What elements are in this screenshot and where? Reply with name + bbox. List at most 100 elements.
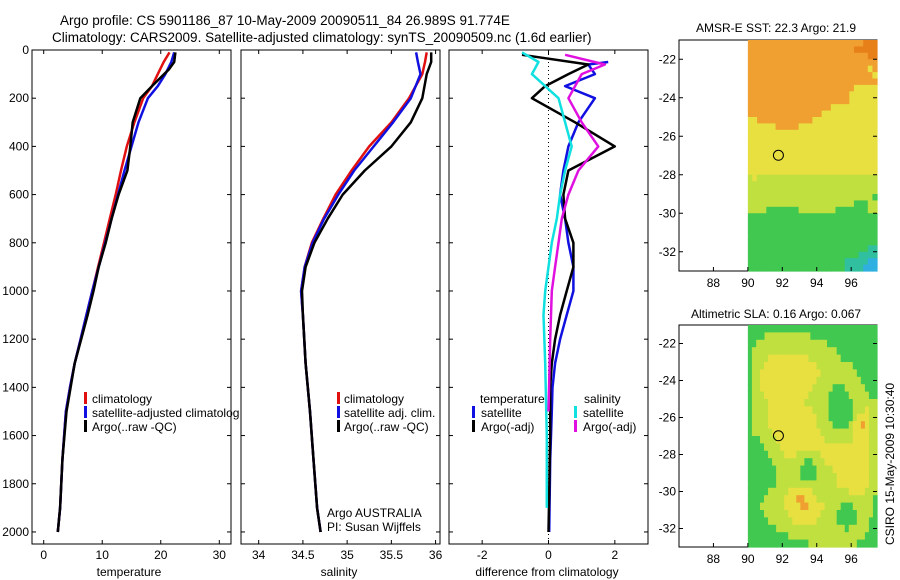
heatmap-cell — [849, 226, 855, 234]
heatmap-cell — [792, 487, 797, 496]
heatmap-cell — [868, 510, 874, 518]
heatmap-cell — [807, 52, 814, 60]
heatmap-cell — [770, 245, 777, 253]
heatmap-cell — [824, 524, 830, 533]
heatmap-cell — [835, 187, 841, 195]
heatmap-cell — [830, 258, 837, 266]
heatmap-cell — [800, 473, 805, 481]
heatmap-cell — [812, 161, 818, 169]
heatmap-cell — [766, 258, 772, 266]
heatmap-cell — [867, 91, 873, 99]
heatmap-cell — [766, 251, 772, 259]
heatmap-cell — [810, 339, 816, 348]
heatmap-cell — [872, 238, 878, 246]
heatmap-cell — [784, 450, 789, 459]
heatmap-cell — [806, 339, 811, 348]
heatmap-cell — [776, 376, 781, 385]
heatmap-cell — [803, 97, 809, 105]
heatmap-cell — [840, 384, 846, 393]
heatmap-cell — [776, 502, 781, 511]
heatmap-cell — [761, 91, 767, 99]
heatmap-cell — [856, 495, 862, 504]
heatmap-cell — [804, 487, 809, 496]
heatmap-cell — [817, 194, 823, 202]
heatmap-cell — [840, 443, 846, 452]
heatmap-cell — [766, 149, 772, 157]
heatmap-cell — [768, 487, 773, 496]
heatmap-cell — [789, 232, 795, 240]
heatmap-cell — [821, 78, 827, 86]
heatmap-cell — [759, 421, 765, 430]
heatmap-cell — [766, 52, 772, 60]
heatmap-cell — [804, 502, 809, 511]
heatmap-cell — [853, 194, 860, 202]
heatmap-cell — [858, 219, 864, 227]
heatmap-cell — [848, 517, 854, 526]
heatmap-cell — [816, 480, 822, 489]
heatmap-cell — [864, 406, 870, 415]
heatmap-cell — [804, 354, 809, 363]
heatmap-cell — [772, 436, 777, 444]
heatmap-cell — [764, 524, 769, 533]
heatmap-cell — [780, 413, 785, 422]
heatmap-cell — [798, 232, 804, 240]
heatmap-cell — [793, 339, 799, 348]
heatmap-cell — [803, 161, 809, 169]
heatmap-cell — [788, 399, 793, 407]
heatmap-cell — [828, 376, 834, 385]
heatmap-cell — [800, 362, 805, 370]
legend-satellite-adj: satellite adj. clim. — [344, 406, 435, 420]
heatmap-cell — [755, 399, 761, 407]
heatmap-cell — [826, 91, 832, 99]
legend-header-temperature: temperature — [480, 392, 545, 406]
heatmap-cell — [867, 219, 873, 227]
heatmap-cell — [788, 517, 793, 526]
heatmap-cell — [816, 517, 822, 526]
heatmap-cell — [756, 332, 761, 341]
heatmap-cell — [789, 168, 795, 176]
heatmap-cell — [780, 406, 785, 415]
heatmap-cell — [863, 97, 869, 105]
heatmap-cell — [800, 487, 805, 496]
heatmap-cell — [840, 232, 846, 240]
heatmap-cell — [787, 174, 793, 182]
x-tick-label: 96 — [844, 276, 858, 290]
heatmap-cell — [747, 428, 753, 437]
heatmap-cell — [747, 161, 754, 169]
heatmap-cell — [803, 72, 809, 80]
heatmap-cell — [835, 213, 841, 221]
heatmap-cell — [798, 46, 804, 54]
heatmap-cell — [867, 123, 873, 131]
heatmap-cell — [780, 110, 786, 118]
heatmap-cell — [759, 406, 765, 415]
heatmap-cell — [826, 200, 832, 208]
heatmap-cell — [840, 123, 846, 131]
heatmap-cell — [848, 458, 854, 467]
heatmap-cell — [752, 91, 758, 99]
heatmap-cell — [768, 450, 773, 459]
heatmap-cell — [800, 510, 805, 518]
heatmap-cell — [836, 443, 842, 452]
heatmap-cell — [856, 458, 862, 467]
heatmap-cell — [826, 213, 832, 221]
salinity-legend: climatology satellite adj. clim. Argo(..… — [337, 392, 435, 434]
heatmap-cell — [768, 413, 773, 422]
heatmap-cell — [789, 46, 795, 54]
heatmap-cell — [808, 369, 814, 378]
heatmap-cell — [760, 332, 766, 341]
heatmap-cell — [788, 391, 793, 400]
heatmap-cell — [853, 258, 860, 266]
x-tick-label: 0 — [545, 548, 552, 562]
heatmap-cell — [844, 421, 850, 430]
heatmap-cell — [844, 226, 850, 234]
heatmap-cell — [768, 369, 773, 378]
temperature-series — [56, 51, 177, 533]
heatmap-cell — [817, 149, 823, 157]
heatmap-cell — [828, 399, 834, 407]
heatmap-cell — [812, 473, 818, 481]
heatmap-cell — [764, 339, 770, 348]
heatmap-cell — [807, 65, 814, 73]
heatmap-cell — [780, 524, 785, 533]
heatmap-cell — [752, 155, 758, 163]
heatmap-cell — [820, 413, 826, 422]
